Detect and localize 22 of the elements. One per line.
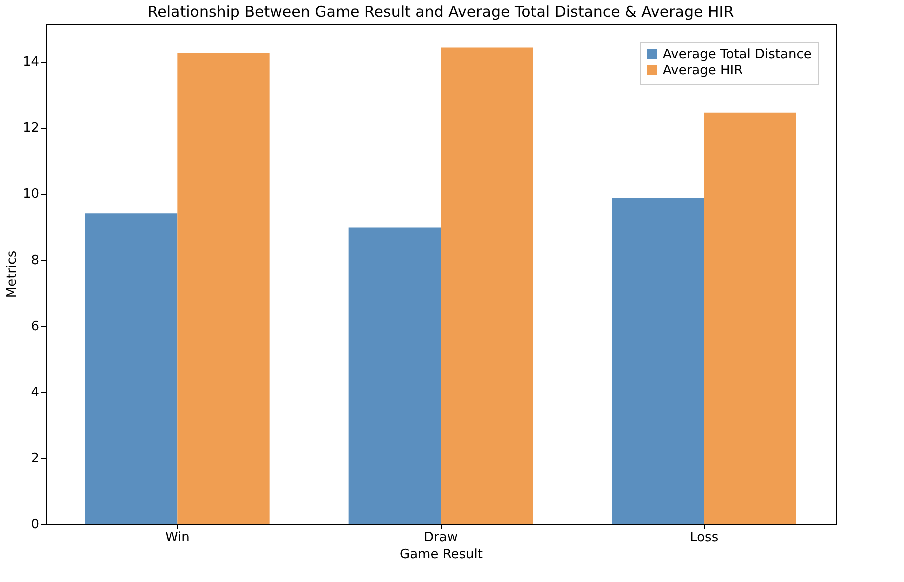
y-tick-label: 2: [31, 451, 40, 466]
legend-label: Average HIR: [663, 64, 744, 78]
x-tick-label: Loss: [690, 530, 719, 546]
x-tick-label: Draw: [424, 530, 458, 546]
bar: [86, 214, 178, 524]
bar: [441, 48, 534, 524]
x-tick-label: Win: [165, 530, 190, 546]
bar: [704, 112, 796, 524]
y-axis-title: Metrics: [4, 250, 20, 298]
bar: [612, 198, 704, 524]
bar: [178, 53, 270, 524]
y-tick-label: 14: [22, 55, 40, 70]
y-tick-label: 6: [31, 319, 40, 334]
y-tick-label: 4: [31, 385, 40, 400]
bar: [348, 228, 441, 524]
y-tick-label: 8: [31, 253, 40, 268]
chart-title: Relationship Between Game Result and Average Total Distance & Average HIR: [148, 3, 734, 21]
y-tick-label: 0: [31, 518, 40, 532]
legend-label: Average Total Distance: [663, 48, 812, 62]
y-tick-label: 10: [22, 187, 40, 202]
y-tick-label: 12: [22, 121, 40, 136]
x-axis-title: Game Result: [400, 548, 484, 562]
